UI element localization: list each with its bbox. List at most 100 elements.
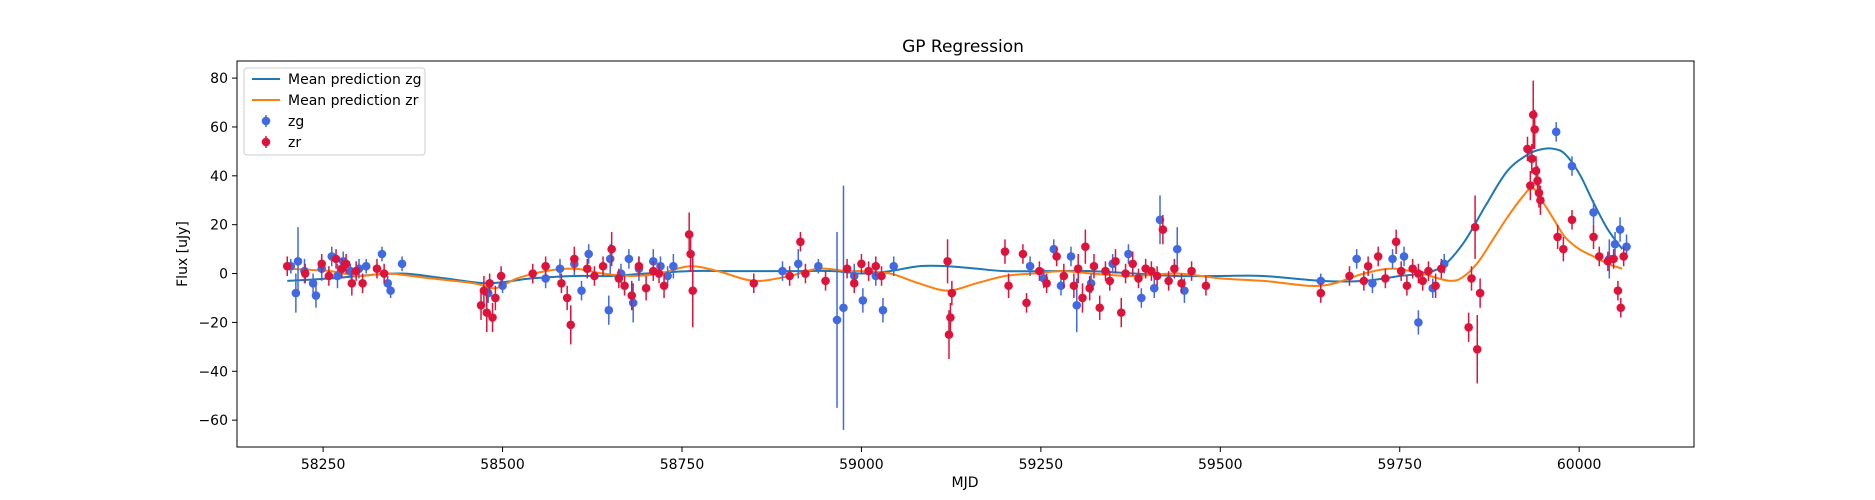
data-point xyxy=(1551,127,1561,137)
data-point xyxy=(1201,281,1211,291)
data-point xyxy=(1073,264,1083,273)
data-point xyxy=(889,261,899,271)
data-point xyxy=(1078,293,1087,303)
data-point xyxy=(1589,232,1598,242)
data-point xyxy=(1105,276,1115,286)
data-point xyxy=(1025,261,1035,271)
data-point xyxy=(688,286,698,295)
data-point xyxy=(1559,244,1568,254)
data-point xyxy=(946,313,955,322)
data-point xyxy=(1526,181,1535,190)
y-tick-label: −40 xyxy=(198,364,228,380)
data-point xyxy=(1467,274,1476,283)
x-tick-label: 59000 xyxy=(839,457,884,473)
data-point xyxy=(577,286,586,295)
data-point xyxy=(620,281,629,291)
series-line-mean-prediction-zg xyxy=(287,147,1624,285)
data-point xyxy=(1609,254,1618,264)
data-point xyxy=(333,271,342,281)
legend-label: Mean prediction zr xyxy=(288,93,419,109)
data-point xyxy=(1177,279,1186,288)
y-tick-label: 80 xyxy=(210,71,228,87)
x-tick-label: 60000 xyxy=(1557,457,1602,473)
data-point xyxy=(1523,144,1532,154)
data-point xyxy=(485,279,494,288)
data-point xyxy=(598,261,608,271)
data-point xyxy=(347,279,357,288)
data-point xyxy=(1536,195,1545,205)
data-point xyxy=(1396,266,1406,276)
data-point xyxy=(541,274,550,283)
legend-label: Mean prediction zg xyxy=(288,72,422,88)
data-point xyxy=(1402,281,1412,291)
data-point xyxy=(570,254,579,264)
data-point xyxy=(562,293,572,303)
data-point xyxy=(1589,208,1598,217)
data-point xyxy=(1388,254,1397,264)
data-point xyxy=(1399,252,1409,261)
data-point xyxy=(291,288,301,298)
data-point xyxy=(1149,283,1159,293)
data-point xyxy=(1610,239,1620,249)
data-point xyxy=(1004,281,1013,291)
legend-point-swatch xyxy=(261,116,271,126)
data-point xyxy=(654,269,664,278)
data-point xyxy=(858,296,868,305)
data-point xyxy=(1528,110,1538,120)
data-point xyxy=(372,264,382,273)
data-point xyxy=(1534,188,1544,198)
data-point xyxy=(878,305,888,315)
data-point xyxy=(659,281,669,291)
data-point xyxy=(1187,266,1196,276)
data-point xyxy=(1066,252,1076,261)
data-point xyxy=(1527,154,1537,164)
x-tick-label: 59750 xyxy=(1377,457,1422,473)
data-point xyxy=(1567,215,1577,225)
data-point xyxy=(839,303,848,313)
data-point xyxy=(1152,271,1162,281)
x-axis-label: MJD xyxy=(952,475,979,491)
data-point xyxy=(479,286,489,295)
data-point xyxy=(1085,283,1094,293)
data-point xyxy=(947,288,957,298)
data-point xyxy=(1391,237,1401,247)
data-point xyxy=(1616,303,1626,313)
data-point xyxy=(656,261,665,271)
data-point xyxy=(1530,125,1539,134)
data-point xyxy=(282,261,292,271)
data-point xyxy=(1567,161,1577,171)
legend-entry-zr: zr xyxy=(261,135,301,151)
legend-point-swatch xyxy=(261,137,271,147)
data-point xyxy=(1121,269,1130,278)
chart-title: GP Regression xyxy=(902,37,1024,57)
data-point xyxy=(1363,261,1373,271)
data-point xyxy=(1464,322,1473,332)
data-point xyxy=(557,279,566,288)
data-point xyxy=(1619,252,1628,261)
x-axis: 58250 58500 58750 59000 59250 59500 59750 60000 xyxy=(301,447,1602,473)
data-point xyxy=(300,269,310,278)
data-point xyxy=(1000,247,1010,256)
data-point xyxy=(1035,266,1044,276)
data-point xyxy=(1345,271,1354,281)
data-point xyxy=(1470,222,1480,232)
data-point xyxy=(1164,276,1173,286)
y-tick-label: 40 xyxy=(210,169,228,185)
data-point xyxy=(1172,244,1182,254)
data-point xyxy=(1018,249,1028,259)
data-point xyxy=(324,271,334,281)
data-point xyxy=(377,249,387,259)
data-point xyxy=(624,254,634,264)
data-point xyxy=(814,261,823,271)
data-point xyxy=(864,266,873,276)
data-point xyxy=(1059,271,1069,281)
data-point xyxy=(1437,264,1446,273)
data-point xyxy=(1052,252,1061,261)
data-point xyxy=(877,271,886,281)
data-point xyxy=(778,266,787,276)
data-point xyxy=(584,249,593,259)
legend-box xyxy=(243,67,426,156)
data-point xyxy=(1069,281,1079,291)
